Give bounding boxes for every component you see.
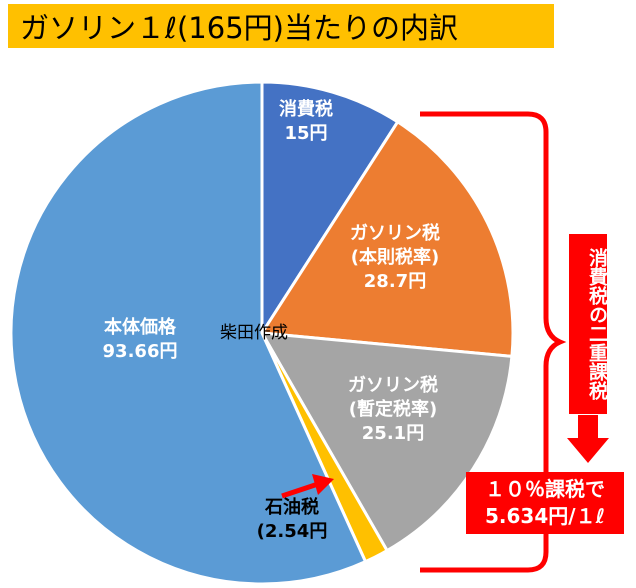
tax-note-line1: １０％課税で <box>485 477 605 501</box>
slice-label-line: ガソリン税 <box>350 223 440 244</box>
pie-slice <box>259 119 515 359</box>
tax-note-box: １０％課税で 5.634円/１ℓ <box>466 472 624 534</box>
author-label: 柴田作成 <box>220 323 288 343</box>
slice-label-line: 消費税 <box>279 99 333 120</box>
slice-label-line: 93.66円 <box>102 341 178 362</box>
slice-label-line: 本体価格 <box>104 317 176 338</box>
slice-label-line: ガソリン税 <box>348 375 438 396</box>
slice-label-line: 石油税 <box>264 497 319 518</box>
slice-label-line: 25.1円 <box>361 423 425 444</box>
chart-title: ガソリン１ℓ(165円)当たりの内訳 <box>8 4 554 48</box>
slice-label-line: 15円 <box>284 123 328 144</box>
slice-label-line: (暫定税率) <box>348 399 438 420</box>
slice-label-line: 28.7円 <box>363 271 427 292</box>
petroleum-arrow-head <box>312 474 334 495</box>
tax-note-line2: 5.634円/１ℓ <box>485 504 605 528</box>
slice-label-line: (2.54円 <box>256 521 328 542</box>
petroleum-arrow-shaft <box>281 481 319 499</box>
down-arrow <box>567 415 609 463</box>
slice-label: 消費税 15円 <box>279 98 333 146</box>
double-tax-bracket <box>420 111 567 573</box>
slice-label: 本体価格 93.66円 <box>103 316 178 364</box>
slice-label: ガソリン税 (本則税率) 28.7円 <box>350 222 440 294</box>
pie-slice <box>9 80 368 586</box>
pie-slice <box>259 331 514 553</box>
double-tax-label: 消費税の二重課税 <box>569 234 608 414</box>
slice-label: 石油税 (2.54円 <box>257 496 328 544</box>
slice-label: ガソリン税 (暫定税率) 25.1円 <box>348 374 438 446</box>
slice-label-line: (本則税率) <box>350 247 440 268</box>
pie-slice <box>260 80 400 339</box>
